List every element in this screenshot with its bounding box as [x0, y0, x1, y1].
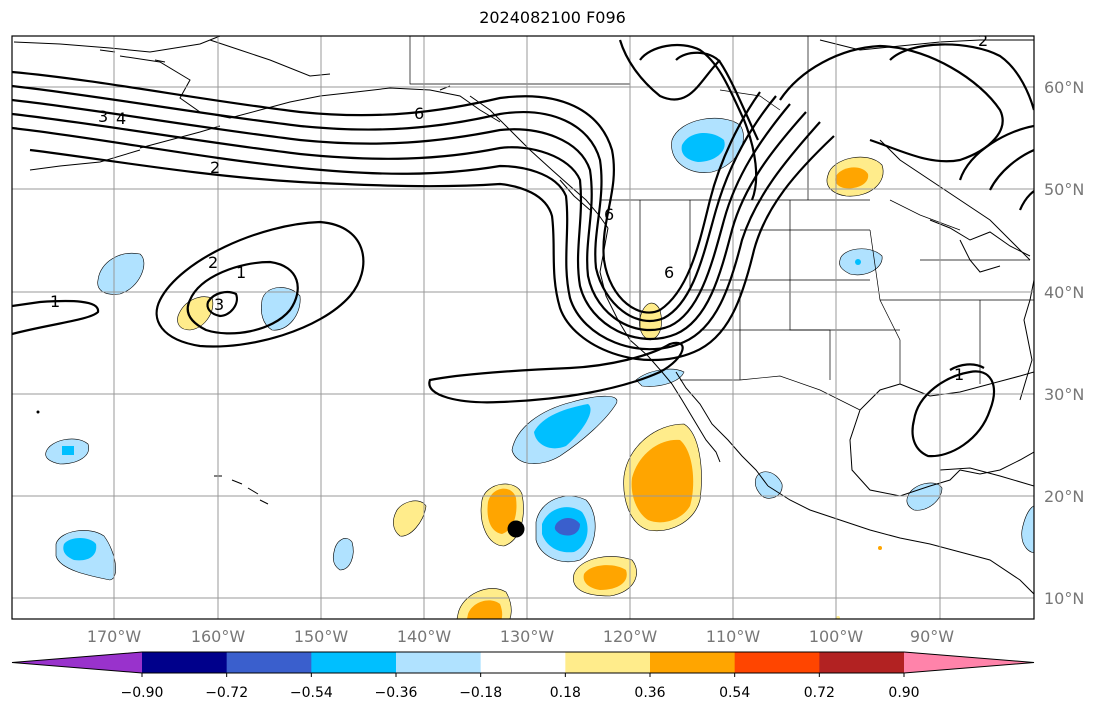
contour-label: 6 [664, 263, 674, 282]
colorbar-segment [819, 652, 905, 673]
contour-label: 1 [954, 365, 964, 384]
contour-label: 6 [604, 205, 614, 224]
colorbar-segment [311, 652, 397, 673]
lon-label: 170°W [87, 627, 142, 646]
contour-label: 3 [98, 107, 108, 126]
graticule [12, 36, 1034, 619]
lat-label: 60°N [1044, 78, 1084, 97]
lat-label: 40°N [1044, 283, 1084, 302]
colorbar-tick-label: 0.36 [634, 685, 665, 701]
lat-label: 10°N [1044, 589, 1084, 608]
colorbar-ticks: −0.90 −0.72 −0.54 −0.36 −0.18 0.18 0.36 0.54 0.7… [121, 673, 920, 701]
map-frame [11, 35, 1035, 620]
colorbar [11, 651, 1035, 674]
map-title: 2024082100 F096 [479, 8, 626, 27]
colorbar-tick-label: −0.36 [375, 685, 418, 701]
colorbar-tick-label: −0.72 [205, 685, 248, 701]
colorbar-tick-label: −0.54 [290, 685, 333, 701]
contour-label: 3 [214, 295, 224, 314]
lon-label: 110°W [706, 627, 761, 646]
lon-label: 100°W [809, 627, 864, 646]
contour-label: 1 [236, 263, 246, 282]
colorbar-segment [226, 652, 312, 673]
lat-label: 20°N [1044, 487, 1084, 506]
colorbar-tick-label: 0.18 [550, 685, 581, 701]
contour-lines [12, 39, 1034, 458]
contour-label: 1 [50, 292, 60, 311]
colorbar-tick-label: 0.90 [888, 685, 919, 701]
lat-label: 50°N [1044, 180, 1084, 199]
colorbar-tick-label: 0.72 [804, 685, 835, 701]
lon-label: 150°W [294, 627, 349, 646]
colorbar-tick-label: 0.54 [719, 685, 750, 701]
colorbar-segment [396, 652, 482, 673]
latitude-labels: 60°N 50°N 40°N 30°N 20°N 10°N [1044, 78, 1084, 608]
colorbar-extend-high [904, 652, 1034, 673]
storm-center-marker [507, 520, 525, 538]
colorbar-tick-label: −0.18 [459, 685, 502, 701]
lat-label: 30°N [1044, 385, 1084, 404]
longitude-labels: 170°W 160°W 150°W 140°W 130°W 120°W 110°… [87, 627, 954, 646]
colorbar-segment [565, 652, 651, 673]
anomaly-shading [45, 118, 1034, 619]
colorbar-segment [142, 652, 228, 673]
colorbar-segment [480, 652, 566, 673]
contour-label: 2 [210, 158, 220, 177]
lon-label: 90°W [910, 627, 954, 646]
contour-label: 6 [414, 104, 424, 123]
contour-label: 2 [208, 253, 218, 272]
colorbar-segment [650, 652, 736, 673]
lon-label: 140°W [397, 627, 452, 646]
lon-label: 120°W [603, 627, 658, 646]
colorbar-segment [734, 652, 820, 673]
lon-label: 130°W [500, 627, 555, 646]
contour-label: 4 [116, 109, 126, 128]
contour-label: 2 [978, 31, 988, 50]
colorbar-extend-low [12, 652, 142, 673]
lon-label: 160°W [191, 627, 246, 646]
contour-labels: 3 4 6 2 1 2 3 1 6 6 1 2 [50, 31, 988, 384]
colorbar-tick-label: −0.90 [121, 685, 164, 701]
